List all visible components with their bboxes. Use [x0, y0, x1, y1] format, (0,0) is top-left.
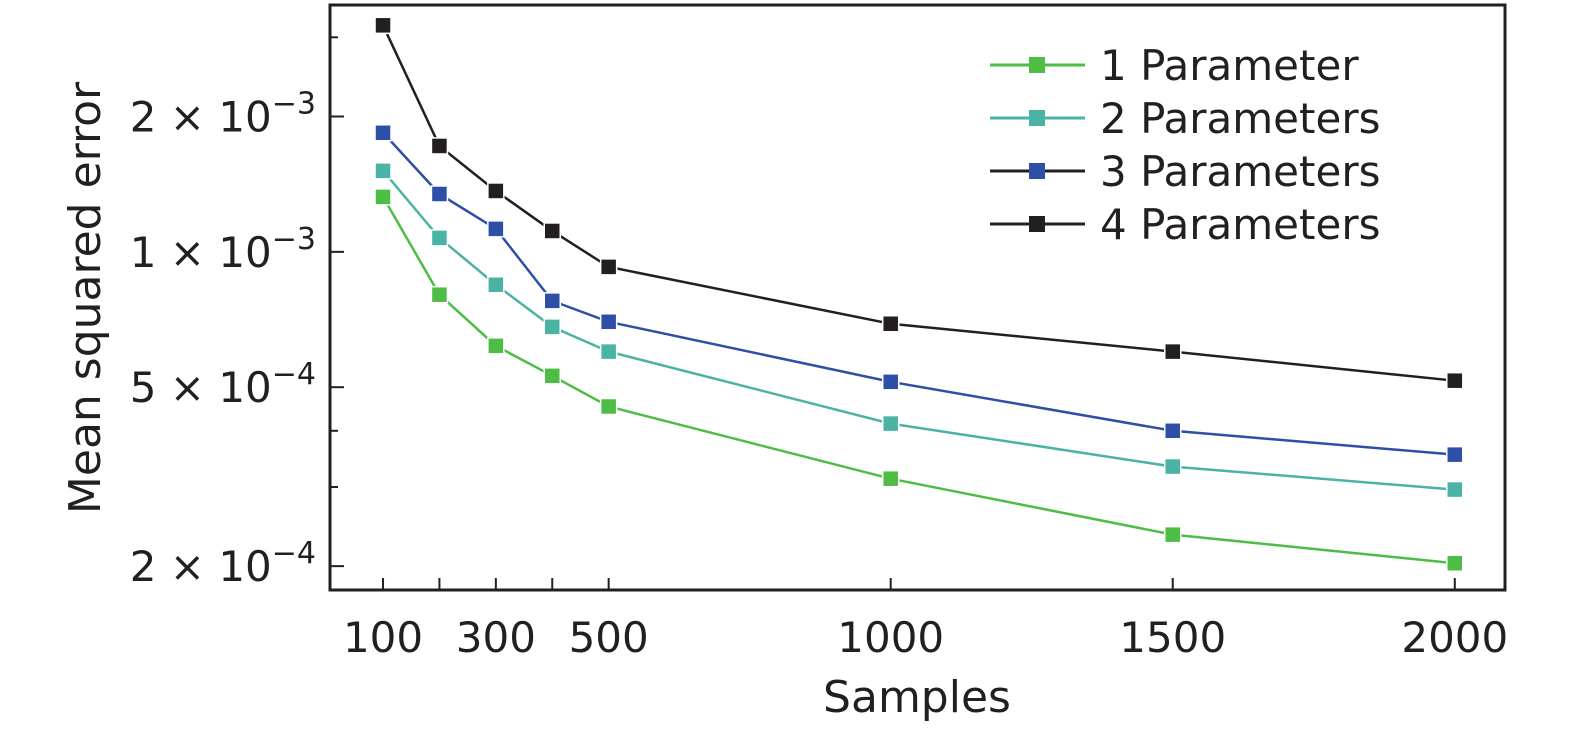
data-point — [374, 162, 392, 180]
legend-entry: 2 Parameters — [990, 94, 1380, 143]
data-point — [374, 16, 392, 35]
data-point — [543, 318, 562, 336]
legend-marker — [1029, 163, 1045, 179]
data-point — [487, 275, 505, 294]
x-tick-label: 500 — [569, 613, 649, 662]
data-point — [487, 220, 505, 238]
data-point — [1446, 445, 1464, 464]
legend-marker — [1029, 57, 1045, 73]
data-point — [374, 124, 392, 142]
data-point — [881, 373, 900, 391]
data-point — [487, 337, 505, 355]
x-axis-label: Samples — [823, 672, 1011, 723]
data-point — [599, 397, 618, 416]
data-point — [599, 313, 618, 331]
data-point — [1164, 342, 1182, 361]
x-tick-label: 100 — [343, 613, 423, 662]
data-point — [543, 222, 562, 240]
series-line — [382, 131, 1455, 456]
x-tick-label: 300 — [456, 613, 536, 662]
data-point — [1446, 554, 1464, 572]
series-2 — [374, 162, 1464, 499]
y-tick-label: 1 × 10−3 — [130, 222, 316, 277]
x-tick-label: 1000 — [837, 613, 944, 662]
x-tick-label: 2000 — [1401, 613, 1508, 662]
legend-marker — [1029, 110, 1045, 126]
y-tick-label: 2 × 10−3 — [130, 86, 316, 141]
y-axis-label: Mean squared error — [60, 81, 111, 514]
y-tick-label: 5 × 10−4 — [130, 357, 316, 412]
data-point — [430, 137, 449, 155]
data-point — [487, 182, 505, 200]
series-3 — [374, 124, 1464, 464]
legend-label: 2 Parameters — [1100, 94, 1380, 143]
legend-marker — [1029, 216, 1045, 232]
data-point — [1446, 371, 1464, 390]
data-point — [881, 315, 900, 333]
y-tick-label: 2 × 10−4 — [130, 536, 316, 591]
series-line — [381, 24, 1455, 382]
legend-entry: 1 Parameter — [990, 41, 1359, 90]
series-4 — [374, 16, 1464, 390]
data-point — [1164, 525, 1182, 544]
plot-frame — [328, 3, 1507, 592]
legend-label: 1 Parameter — [1100, 41, 1359, 90]
legend-label: 4 Parameters — [1100, 200, 1380, 249]
x-tick-label: 1500 — [1119, 613, 1226, 662]
series-line — [382, 170, 1455, 491]
series-line — [381, 196, 1455, 565]
data-point — [599, 258, 618, 276]
data-point — [1164, 422, 1182, 440]
data-point — [1164, 457, 1182, 476]
data-point — [881, 469, 900, 488]
legend-entry: 4 Parameters — [990, 200, 1380, 249]
data-point — [599, 342, 618, 361]
data-point — [374, 188, 392, 206]
data-point — [430, 229, 449, 247]
legend-entry: 3 Parameters — [990, 147, 1380, 196]
legend-label: 3 Parameters — [1100, 147, 1380, 196]
data-point — [543, 367, 562, 385]
data-point — [430, 185, 449, 203]
data-point — [881, 414, 900, 433]
series-1 — [374, 188, 1464, 572]
data-point — [1446, 480, 1464, 499]
data-point — [430, 285, 449, 304]
data-point — [543, 292, 562, 310]
